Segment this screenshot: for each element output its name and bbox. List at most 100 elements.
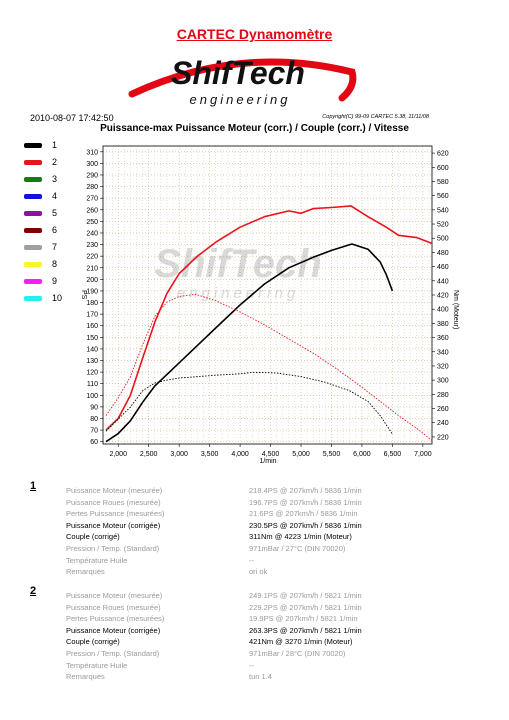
result-row: Puissance Moteur (corrigée) 263.3PS @ 207… <box>66 625 496 637</box>
result-label: Puissance Roues (mesurée) <box>66 497 161 507</box>
x-tick-label: 4,000 <box>231 451 249 458</box>
result-value: 421Nm @ 3270 1/min (Moteur) <box>249 637 353 647</box>
x-tick-label: 2,000 <box>109 451 127 458</box>
result-value: 971mBar / 28°C (DIN 70020) <box>249 649 346 658</box>
y2-tick-label: 560 <box>437 193 449 200</box>
result-value: 229.2PS @ 207km/h / 5821 1/min <box>249 602 362 612</box>
legend-item: 8 <box>24 259 84 273</box>
legend-item: 3 <box>24 174 84 188</box>
chart-title: Puissance-max Puissance Moteur (corr.) /… <box>100 123 409 134</box>
watermark-logo: ShifTech engineering <box>154 242 321 302</box>
legend-item: 4 <box>24 191 84 205</box>
result-row: Pression / Temp. (Standard) 971mBar / 27°… <box>66 543 496 555</box>
y-tick-label: 100 <box>86 393 98 400</box>
result-row: Pression / Temp. (Standard) 971mBar / 28°… <box>66 648 496 660</box>
legend-label: 1 <box>52 140 58 150</box>
y2-tick-label: 240 <box>437 420 449 427</box>
result-row: Puissance Moteur (mesurée) 249.1PS @ 207k… <box>66 590 496 602</box>
result-value: 971mBar / 27°C (DIN 70020) <box>249 544 346 553</box>
legend-label: 8 <box>52 259 58 269</box>
y-tick-label: 270 <box>86 196 98 203</box>
y-tick-label: 110 <box>87 381 98 388</box>
y-tick-label: 200 <box>86 277 98 284</box>
chart-grid <box>103 146 432 444</box>
legend-label: 9 <box>52 276 58 286</box>
y2-axis-label: Nm (Moteur) <box>452 290 459 329</box>
result-label: Pression / Temp. (Standard) <box>66 544 160 553</box>
result-value: 311Nm @ 4223 1/min (Moteur) <box>249 532 352 542</box>
result-value: 21.6PS @ 207km/h / 5836 1/min <box>249 509 358 519</box>
result-label: Couple (corrigé) <box>66 532 120 542</box>
page-title: CARTEC Dynamomètre <box>176 26 333 42</box>
y-tick-label: 260 <box>86 207 98 214</box>
result-row: Puissance Moteur (corrigée) 230.5PS @ 207… <box>66 520 496 532</box>
result-row: Remarques tun 1.4 <box>66 671 496 683</box>
y-tick-label: 230 <box>86 242 98 249</box>
result-value: 218.4PS @ 207km/h / 5836 1/min <box>249 486 362 495</box>
y2-tick-label: 500 <box>437 236 449 243</box>
legend-label: 5 <box>52 208 58 218</box>
x-tick-label: 5,000 <box>292 451 310 458</box>
result-row: Puissance Roues (mesurée) 229.2PS @ 207km… <box>66 602 496 614</box>
result-row: Puissance Moteur (mesurée) 218.4PS @ 207k… <box>66 485 496 497</box>
logo-text-top: ShifTech <box>171 55 305 91</box>
y2-tick-label: 300 <box>437 378 449 385</box>
result-label: Puissance Moteur (corrigée) <box>66 625 161 635</box>
y-tick-label: 310 <box>86 149 98 156</box>
y2-tick-label: 380 <box>437 321 449 328</box>
y-tick-label: 220 <box>86 254 98 261</box>
y2-tick-label: 480 <box>437 250 449 257</box>
y-tick-label: 60 <box>90 439 98 446</box>
result-row: Puissance Roues (mesurée) 196.7PS @ 207km… <box>66 497 496 509</box>
y-tick-label: 120 <box>86 370 98 377</box>
result-label: Température Huile <box>66 660 128 670</box>
x-tick-label: 2,500 <box>140 451 158 458</box>
legend-swatch <box>24 143 42 148</box>
legend-label: 10 <box>52 293 63 303</box>
y2-tick-label: 420 <box>437 293 449 300</box>
x-tick-label: 3,000 <box>170 451 188 458</box>
y-tick-label: 150 <box>86 335 98 342</box>
legend-item: 2 <box>24 157 84 171</box>
y-tick-label: 180 <box>86 300 98 307</box>
y2-tick-label: 600 <box>437 165 449 172</box>
y2-tick-label: 220 <box>437 434 449 441</box>
y2-tick-label: 260 <box>437 406 449 413</box>
series-torque-run-1 <box>105 371 393 435</box>
y-tick-label: 300 <box>86 161 98 168</box>
y-tick-label: 290 <box>86 172 98 179</box>
y-tick-label: 250 <box>86 219 98 226</box>
y-tick-label: 170 <box>86 312 98 319</box>
legend-swatch <box>24 245 42 250</box>
x-tick-label: 5,500 <box>323 451 341 458</box>
y2-tick-label: 320 <box>437 363 449 370</box>
result-row: Température Huile -- <box>66 660 496 672</box>
result-row: Température Huile -- <box>66 555 496 567</box>
x-axis-label: 1/min <box>259 458 276 465</box>
x-tick-label: 7,000 <box>414 451 432 458</box>
y-tick-label: 70 <box>90 428 98 435</box>
legend-label: 6 <box>52 225 58 235</box>
result-label: Puissance Moteur (corrigée) <box>66 520 161 530</box>
result-label: Puissance Moteur (mesurée) <box>66 591 163 600</box>
legend-swatch <box>24 279 42 284</box>
copyright-note: Copyright(C) 99-09 CARTEC 5.38, 11/11/08 <box>322 114 429 120</box>
y-tick-label: 80 <box>90 416 98 423</box>
x-tick-label: 6,000 <box>353 451 371 458</box>
legend-swatch <box>24 228 42 233</box>
legend-label: 2 <box>52 157 58 167</box>
result-label: Pertes Puissance (mesurées) <box>66 509 165 519</box>
y2-tick-label: 620 <box>437 151 449 158</box>
legend-swatch <box>24 177 42 182</box>
result-label: Couple (corrigé) <box>66 637 120 647</box>
legend-item: 5 <box>24 208 84 222</box>
y-axis-label: PS <box>80 290 87 300</box>
y-tick-label: 190 <box>86 288 98 295</box>
result-label: Pertes Puissance (mesurées) <box>66 614 165 624</box>
result-value: ori ok <box>249 567 268 577</box>
legend-label: 3 <box>52 174 58 184</box>
result-value: 263.3PS @ 207km/h / 5821 1/min <box>249 625 362 635</box>
y-tick-label: 90 <box>90 404 98 411</box>
y2-tick-label: 400 <box>437 307 449 314</box>
y2-tick-label: 580 <box>437 179 449 186</box>
